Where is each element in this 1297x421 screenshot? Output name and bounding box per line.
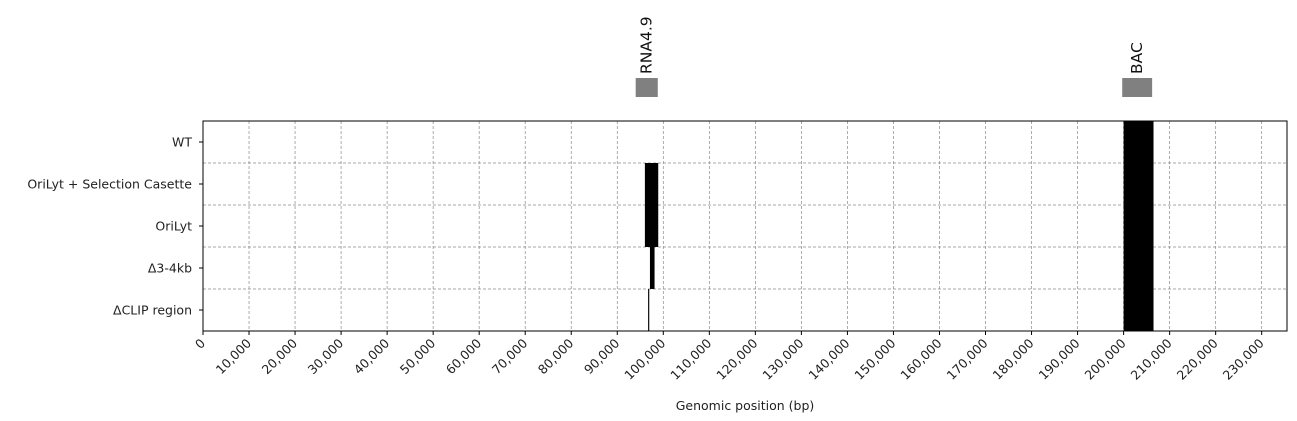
row-label: WT xyxy=(172,135,192,150)
x-tick-label: 10,000 xyxy=(213,335,255,377)
annotation-label: BAC xyxy=(1128,42,1146,74)
row-label: Δ3-4kb xyxy=(148,261,192,276)
row-label: OriLyt xyxy=(155,219,192,234)
row-segment xyxy=(649,247,655,289)
annotation-label: RNA4.9 xyxy=(638,16,656,74)
x-tick-label: 30,000 xyxy=(305,335,347,377)
x-tick-label: 170,000 xyxy=(943,335,990,382)
x-tick-label: 180,000 xyxy=(989,335,1036,382)
x-tick-label: 200,000 xyxy=(1082,335,1129,382)
row-segment xyxy=(1123,163,1154,205)
row-segment xyxy=(1123,205,1154,247)
x-tick-label: 140,000 xyxy=(805,335,852,382)
x-tick-label: 230,000 xyxy=(1220,335,1267,382)
x-tick-label: 50,000 xyxy=(397,335,439,377)
row-segment xyxy=(644,205,659,247)
x-axis-title: Genomic position (bp) xyxy=(676,398,815,413)
x-tick-label: 130,000 xyxy=(759,335,806,382)
x-tick-label: 100,000 xyxy=(621,335,668,382)
annotation-box xyxy=(635,78,658,97)
x-axis-ticks: 0 10,000 20,000 30,000 40,000 50,000 60,000 70,… xyxy=(192,331,1267,383)
x-tick-label: 220,000 xyxy=(1174,335,1221,382)
row-segment xyxy=(1123,121,1154,163)
x-tick-label: 80,000 xyxy=(535,335,577,377)
x-tick-label: 190,000 xyxy=(1036,335,1083,382)
row-segment xyxy=(644,163,659,205)
row-labels: WT OriLyt + Selection Casette OriLyt Δ3-4kb… xyxy=(27,135,203,318)
annotations: RNA4.9 BAC xyxy=(635,16,1153,97)
row-segment xyxy=(648,289,650,331)
x-tick-label: 110,000 xyxy=(667,335,714,382)
x-tick-label: 20,000 xyxy=(259,335,301,377)
x-tick-label: 70,000 xyxy=(489,335,531,377)
x-tick-label: 0 xyxy=(192,335,208,351)
row-label: ΔCLIP region xyxy=(113,303,192,318)
segments xyxy=(644,121,1154,331)
x-tick-label: 40,000 xyxy=(351,335,393,377)
x-tick-label: 60,000 xyxy=(443,335,485,377)
row-segment xyxy=(1123,247,1154,289)
x-tick-label: 150,000 xyxy=(851,335,898,382)
annotation-box xyxy=(1122,78,1153,97)
x-tick-label: 120,000 xyxy=(713,335,760,382)
x-tick-label: 160,000 xyxy=(897,335,944,382)
x-tick-label: 210,000 xyxy=(1128,335,1175,382)
x-tick-label: 90,000 xyxy=(581,335,623,377)
grid xyxy=(202,121,1287,331)
row-label: OriLyt + Selection Casette xyxy=(27,177,192,192)
row-segment xyxy=(1123,289,1154,331)
